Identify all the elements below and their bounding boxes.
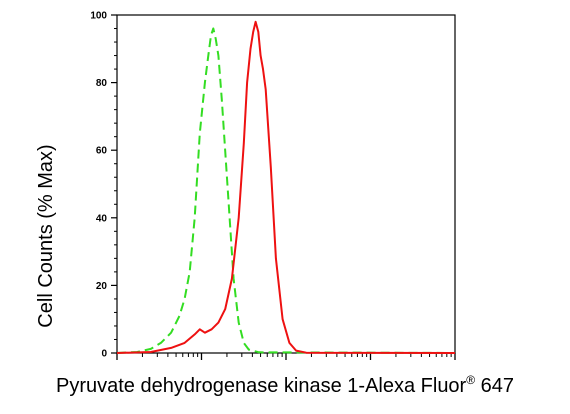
series-line-dashed bbox=[116, 27, 456, 354]
y-tick-label: 40 bbox=[96, 213, 108, 224]
series-layer bbox=[116, 20, 456, 354]
x-axis-title-main: Pyruvate dehydrogenase kinase 1-Alexa Fl… bbox=[56, 375, 467, 397]
y-tick-label: 100 bbox=[90, 11, 107, 22]
series-line-solid bbox=[116, 20, 456, 354]
y-axis-title: Cell Counts (% Max) bbox=[35, 144, 57, 327]
y-tick-label: 60 bbox=[96, 146, 108, 157]
x-axis-title: Pyruvate dehydrogenase kinase 1-Alexa Fl… bbox=[56, 373, 514, 397]
y-tick-label: 80 bbox=[96, 78, 108, 89]
x-axis-title-registered: ® bbox=[466, 373, 475, 387]
y-tick-label: 0 bbox=[101, 349, 107, 360]
y-tick-label: 20 bbox=[96, 281, 108, 292]
plot-frame bbox=[116, 14, 456, 354]
x-axis-title-suffix: 647 bbox=[475, 375, 514, 397]
